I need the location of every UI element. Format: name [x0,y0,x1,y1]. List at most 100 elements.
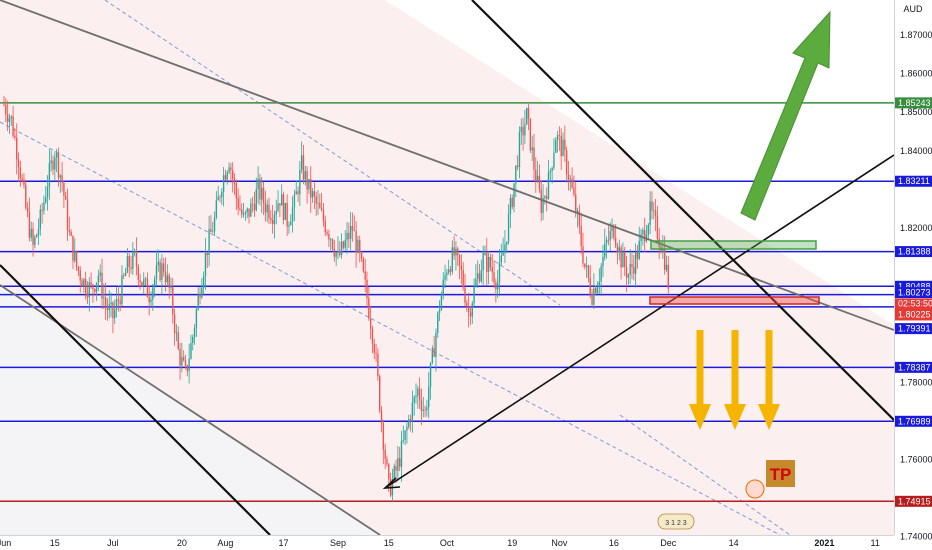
candle-body [406,426,408,431]
candle-body [498,262,501,283]
candle-body [653,210,655,212]
candle-body [451,247,454,272]
level-label-3-tag[interactable] [895,280,932,292]
candle-body [190,342,192,359]
candle-body [279,203,281,206]
candle-body [491,267,493,273]
candle-body [153,279,156,288]
level-label-6-tag[interactable] [895,361,932,373]
candle-body [506,241,508,245]
candle-body [624,252,626,268]
candle-body [79,270,81,281]
candle-body [280,194,283,206]
bullish-arrow-icon[interactable] [740,10,831,221]
candle-body [467,306,470,313]
level-label-4-tag[interactable] [895,287,932,299]
candle-body [330,239,332,241]
candle-body [609,231,611,241]
candle-body [545,196,548,199]
candle-body [291,207,294,222]
candle-body [388,464,390,480]
candle-body [317,202,319,204]
level-label-8-tag[interactable] [895,495,932,507]
level-label-1-tag[interactable] [895,175,932,187]
price-axis[interactable] [894,0,932,535]
candle-body [584,263,586,267]
candle-body [81,280,83,287]
candle-body [408,419,410,427]
green-zone-box[interactable] [650,240,817,250]
candle-body [182,357,185,361]
candle-body [133,251,136,252]
candle-body [417,388,419,396]
x-tick-label: Dec [660,538,677,548]
candle-body [228,167,230,173]
event-badge[interactable] [657,513,695,530]
level-label-7-tag[interactable] [895,415,932,427]
channel-upper-line [0,0,894,331]
price-tag-1-tag[interactable] [895,323,932,335]
candle-body [221,191,223,198]
candle-body [473,286,475,304]
tp-badge[interactable] [766,460,795,487]
candle-body [366,279,368,299]
current-price-tag[interactable] [895,298,932,321]
candle-body [257,178,259,190]
candle-body [199,294,201,298]
candle-body [420,400,423,411]
candle-body [271,220,274,225]
candle-body [449,269,452,272]
candle-body [295,191,297,195]
candle-body [175,332,178,334]
time-axis[interactable] [0,535,894,550]
candle-body [335,252,337,257]
candle-body [324,220,326,233]
candle-body [186,365,189,371]
candle-body [551,167,553,171]
y-tick-label: 1.74000 [900,532,932,542]
candle-body [6,114,9,122]
x-tick-label: Aug [217,538,233,548]
candle-body [72,235,74,261]
candle-body [161,263,163,280]
candle-body [435,332,437,357]
candle-body [306,170,308,190]
bearish-arrow-shaft-0 [696,330,704,406]
candle-body [224,175,227,180]
candle-body [571,178,573,188]
candle-body [193,327,196,337]
candle-body [573,187,575,195]
candle-body [509,197,512,215]
candle-body [141,281,143,286]
candle-body [163,263,165,272]
candle-body [647,224,650,235]
candle-body [397,458,399,471]
candle-body [438,309,441,313]
bearish-arrow-icon[interactable] [689,404,711,430]
candle-body [201,287,203,298]
bearish-arrow-icon[interactable] [724,404,746,430]
candle-body [380,410,383,424]
candle-body [226,172,228,180]
candle-body [86,292,89,298]
candle-body [251,203,254,205]
level-label-2-tag[interactable] [895,246,932,258]
candle-body [5,104,7,115]
candle-body [222,175,225,192]
candle-body [593,288,595,305]
candle-body [484,251,486,254]
level-label-0-tag[interactable] [895,97,932,109]
candle-body [340,241,343,255]
candle-body [148,297,150,303]
x-tick-label: 15 [50,538,60,548]
x-tick-label: 17 [279,538,289,548]
candle-body [477,273,479,279]
candle-body [99,272,101,276]
candle-body [273,214,276,225]
red-zone-box[interactable] [649,296,820,305]
candle-body [304,170,306,180]
candle-body [618,247,620,253]
candle-body [261,187,263,200]
bearish-arrow-icon[interactable] [758,404,780,430]
